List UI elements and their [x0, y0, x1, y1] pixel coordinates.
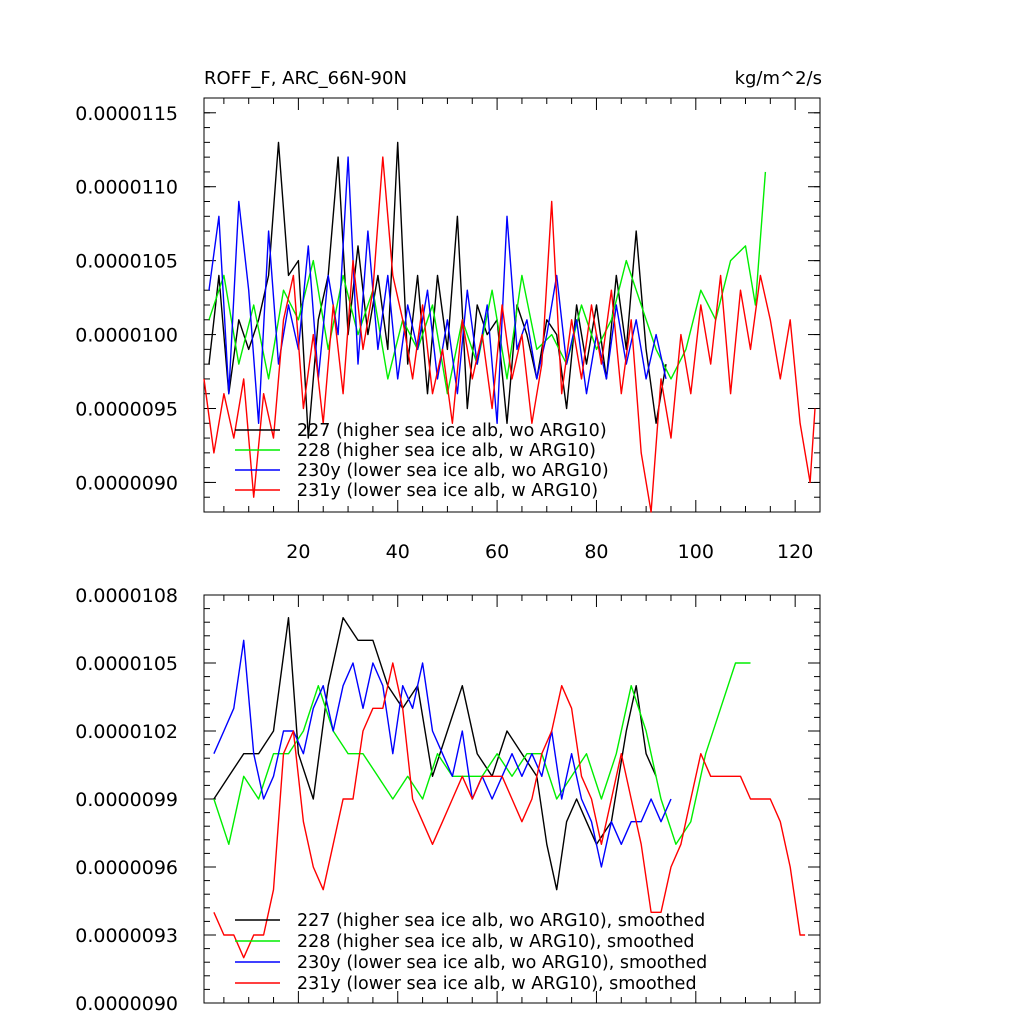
- y-tick-label: 0.0000102: [75, 721, 178, 743]
- top-legend: 227 (higher sea ice alb, wo ARG10)228 (h…: [235, 421, 609, 501]
- y-tick-label: 0.0000093: [75, 925, 178, 947]
- x-tick-label: 40: [386, 541, 410, 563]
- series-line-s230y: [208, 156, 667, 424]
- y-tick-label: 0.0000110: [75, 177, 178, 199]
- x-tick-label: 120: [777, 541, 813, 563]
- bottom-panel: 0.0000108 0.0000105 0.0000102 0.0000099 0.00…: [75, 585, 821, 1015]
- top-panel: ROFF_F, ARC_66N-90N kg/m^2/s 0.00001150.…: [75, 68, 822, 563]
- top-series-group: [203, 141, 816, 513]
- bottom-x-axis: [223, 595, 821, 1003]
- top-x-axis: 20 40 60 80 100 120: [223, 98, 821, 563]
- series-line-s230y: [213, 639, 672, 868]
- legend-label-s231y: 231y (lower sea ice alb, w ARG10), smoot…: [297, 974, 697, 994]
- y-tick-label: 0.0000100: [75, 325, 178, 347]
- chart-title: ROFF_F, ARC_66N-90N: [204, 68, 407, 89]
- x-tick-label: 80: [584, 541, 608, 563]
- legend-label-s231y: 231y (lower sea ice alb, w ARG10): [297, 481, 598, 501]
- legend-label-s227: 227 (higher sea ice alb, wo ARG10): [297, 421, 607, 441]
- y-tick-label: 0.0000095: [75, 399, 178, 421]
- y-tick-label: 0.0000099: [75, 789, 178, 811]
- y-tick-label: 0.0000090: [75, 472, 178, 494]
- y-tick-label: 0.0000108: [75, 585, 178, 607]
- y-tick-label: 0.0000115: [75, 103, 178, 125]
- x-tick-label: 60: [485, 541, 509, 563]
- bottom-y-axis: 0.0000108 0.0000105 0.0000102 0.0000099 0.00…: [75, 585, 820, 1015]
- chart-units: kg/m^2/s: [735, 68, 822, 89]
- legend-label-s227: 227 (higher sea ice alb, wo ARG10), smoo…: [297, 911, 705, 931]
- x-tick-label: 20: [286, 541, 310, 563]
- series-line-s231y: [203, 156, 816, 513]
- series-line-s231y: [213, 662, 806, 959]
- top-y-axis: 0.0000115 0.0000110 0.0000105 0.0000100 0.00…: [75, 97, 820, 513]
- legend-label-s230y: 230y (lower sea ice alb, wo ARG10), smoo…: [297, 953, 707, 973]
- bottom-series-group: [213, 617, 806, 959]
- y-tick-label: 0.0000096: [75, 857, 178, 879]
- series-line-s227: [213, 617, 657, 891]
- y-tick-label: 0.0000090: [75, 993, 178, 1015]
- legend-label-s230y: 230y (lower sea ice alb, wo ARG10): [297, 461, 609, 481]
- legend-label-s228: 228 (higher sea ice alb, w ARG10): [297, 441, 596, 461]
- legend-label-s228: 228 (higher sea ice alb, w ARG10), smoot…: [297, 932, 694, 952]
- x-tick-label: 100: [678, 541, 714, 563]
- y-tick-label: 0.0000105: [75, 251, 178, 273]
- bottom-legend: 227 (higher sea ice alb, wo ARG10), smoo…: [235, 911, 707, 994]
- series-line-s227: [208, 141, 667, 439]
- y-tick-label: 0.0000105: [75, 653, 178, 675]
